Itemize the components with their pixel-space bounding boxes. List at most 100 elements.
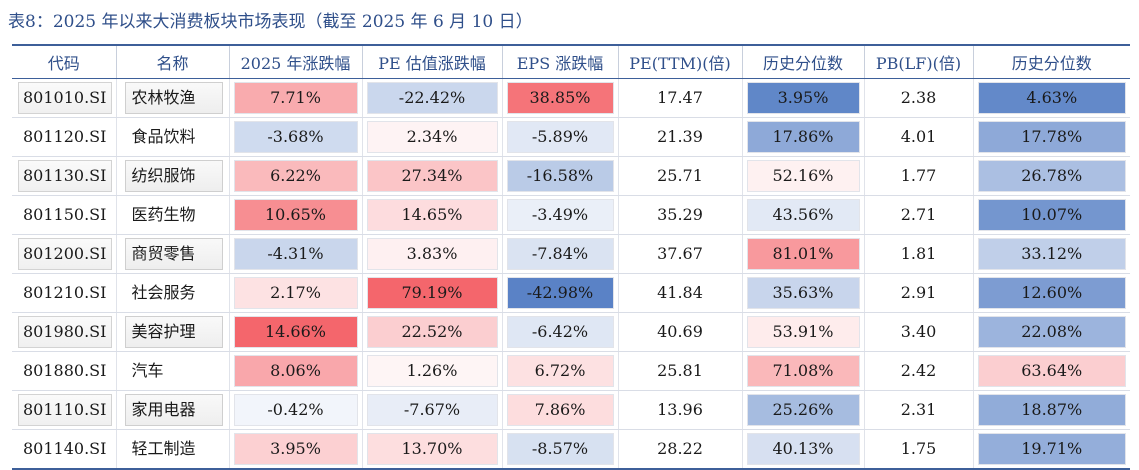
ytd-change-value: 8.06% <box>233 355 358 387</box>
pb-percentile-cell: 17.78% <box>972 117 1130 157</box>
pe-change-cell: 27.34% <box>361 156 502 196</box>
eps-change-value: -6.42% <box>506 316 614 348</box>
name-value: 医药生物 <box>131 205 196 224</box>
name-value: 食品饮料 <box>131 127 196 146</box>
pe-ttm-cell: 25.71 <box>617 156 742 196</box>
code-cell: 801120.SI <box>12 117 116 157</box>
pe-change-value: 3.83% <box>366 238 498 270</box>
pe-percentile-cell: 17.86% <box>741 117 864 157</box>
eps-change-cell: -7.84% <box>501 234 618 274</box>
code-value: 801110.SI <box>18 394 112 426</box>
code-cell: 801130.SI <box>12 156 116 196</box>
pb-value: 2.38 <box>900 88 937 107</box>
pb-percentile-value: 4.63% <box>977 82 1126 114</box>
ytd-change-value: -0.42% <box>233 394 358 426</box>
pe-ttm-cell: 37.67 <box>617 234 742 274</box>
name-cell: 美容护理 <box>115 312 229 352</box>
code-cell: 801200.SI <box>12 234 116 274</box>
ytd-change-cell: 2.17% <box>228 273 362 313</box>
table-row: 801210.SI 社会服务 2.17% 79.19% -42.98% 41.84 35.6… <box>12 273 1130 313</box>
pe-percentile-value: 43.56% <box>746 199 860 231</box>
pb-percentile-cell: 4.63% <box>972 78 1130 118</box>
ytd-change-cell: -3.68% <box>228 117 362 157</box>
pe-percentile-cell: 43.56% <box>741 195 864 235</box>
pe-ttm-value: 41.84 <box>657 283 703 302</box>
header-pb-percentile: 历史分位数 <box>972 44 1130 79</box>
code-value: 801150.SI <box>23 205 107 224</box>
pb-cell: 2.71 <box>863 195 973 235</box>
pe-percentile-value: 52.16% <box>746 160 860 192</box>
eps-change-value: 38.85% <box>506 82 614 114</box>
pb-percentile-cell: 26.78% <box>972 156 1130 196</box>
pe-ttm-value: 21.39 <box>657 127 703 146</box>
pe-change-cell: -22.42% <box>361 78 502 118</box>
eps-change-cell: -16.58% <box>501 156 618 196</box>
eps-change-cell: -6.42% <box>501 312 618 352</box>
code-cell: 801880.SI <box>12 351 116 391</box>
pb-percentile-value: 26.78% <box>977 160 1126 192</box>
pe-change-cell: 3.83% <box>361 234 502 274</box>
pe-change-value: 79.19% <box>366 277 498 309</box>
pb-percentile-value: 18.87% <box>977 394 1126 426</box>
code-value: 801120.SI <box>23 127 107 146</box>
name-cell: 商贸零售 <box>115 234 229 274</box>
header-row: 代码 名称 2025 年涨跌幅 PE 估值涨跌幅 EPS 涨跌幅 PE(TTM)… <box>12 44 1130 79</box>
pb-cell: 3.40 <box>863 312 973 352</box>
ytd-change-cell: 14.66% <box>228 312 362 352</box>
code-value: 801200.SI <box>18 238 112 270</box>
pe-change-value: -7.67% <box>366 394 498 426</box>
pe-percentile-cell: 35.63% <box>741 273 864 313</box>
pe-ttm-value: 40.69 <box>657 322 703 341</box>
pb-cell: 2.38 <box>863 78 973 118</box>
code-cell: 801980.SI <box>12 312 116 352</box>
eps-change-value: -7.84% <box>506 238 614 270</box>
pb-percentile-value: 33.12% <box>977 238 1126 270</box>
name-value: 轻工制造 <box>131 439 196 458</box>
name-value: 纺织服饰 <box>124 160 223 192</box>
pe-ttm-value: 17.47 <box>657 88 703 107</box>
pb-value: 1.81 <box>900 244 937 263</box>
pb-percentile-cell: 22.08% <box>972 312 1130 352</box>
pe-percentile-value: 25.26% <box>746 394 860 426</box>
code-cell: 801140.SI <box>12 429 116 470</box>
table-row: 801980.SI 美容护理 14.66% 22.52% -6.42% 40.69 53.9… <box>12 312 1130 352</box>
name-cell: 汽车 <box>115 351 229 391</box>
ytd-change-value: -4.31% <box>233 238 358 270</box>
name-cell: 农林牧渔 <box>115 78 229 118</box>
pe-ttm-value: 25.81 <box>657 361 703 380</box>
pe-percentile-cell: 40.13% <box>741 429 864 470</box>
name-value: 商贸零售 <box>124 238 223 270</box>
table-row: 801120.SI 食品饮料 -3.68% 2.34% -5.89% 21.39 17.86… <box>12 117 1130 157</box>
code-value: 801980.SI <box>18 316 112 348</box>
ytd-change-value: 6.22% <box>233 160 358 192</box>
ytd-change-cell: -0.42% <box>228 390 362 430</box>
pb-value: 2.42 <box>900 361 937 380</box>
pe-percentile-cell: 25.26% <box>741 390 864 430</box>
pe-percentile-cell: 81.01% <box>741 234 864 274</box>
name-value: 家用电器 <box>124 394 223 426</box>
ytd-change-cell: 7.71% <box>228 78 362 118</box>
ytd-change-value: -3.68% <box>233 121 358 153</box>
pe-change-value: 22.52% <box>366 316 498 348</box>
ytd-change-value: 14.66% <box>233 316 358 348</box>
pb-value: 2.71 <box>900 205 937 224</box>
eps-change-value: -8.57% <box>506 433 614 465</box>
name-cell: 纺织服饰 <box>115 156 229 196</box>
pe-ttm-value: 13.96 <box>657 400 703 419</box>
table-row: 801140.SI 轻工制造 3.95% 13.70% -8.57% 28.22 40.13… <box>12 429 1130 470</box>
pe-change-cell: 22.52% <box>361 312 502 352</box>
eps-change-cell: -5.89% <box>501 117 618 157</box>
pb-value: 4.01 <box>900 127 937 146</box>
name-cell: 家用电器 <box>115 390 229 430</box>
pe-percentile-value: 35.63% <box>746 277 860 309</box>
pe-percentile-value: 3.95% <box>746 82 860 114</box>
header-ytd-change: 2025 年涨跌幅 <box>228 44 362 79</box>
ytd-change-value: 10.65% <box>233 199 358 231</box>
pb-percentile-cell: 19.71% <box>972 429 1130 470</box>
pe-change-value: 13.70% <box>366 433 498 465</box>
pb-value: 3.40 <box>900 322 937 341</box>
pe-change-cell: 13.70% <box>361 429 502 470</box>
eps-change-cell: 6.72% <box>501 351 618 391</box>
pb-percentile-value: 12.60% <box>977 277 1126 309</box>
code-value: 801140.SI <box>23 439 107 458</box>
